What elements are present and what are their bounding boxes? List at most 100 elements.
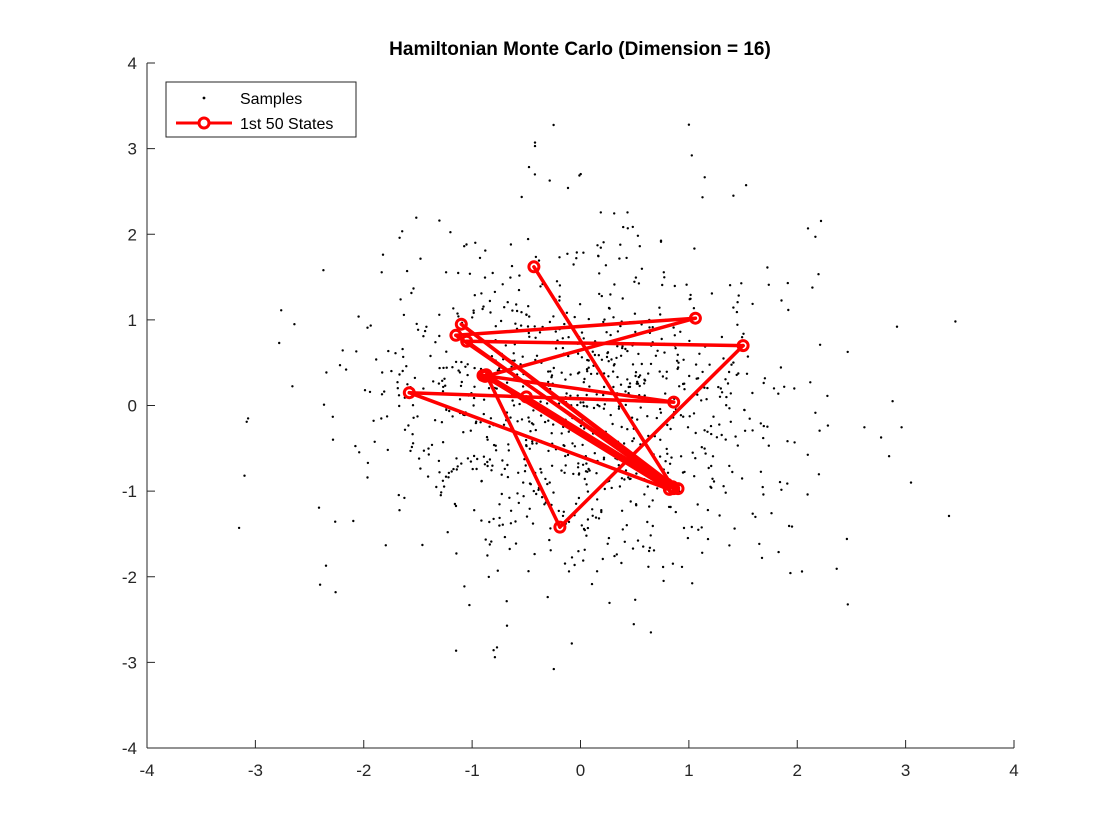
sample-point: [587, 317, 590, 321]
sample-point: [703, 386, 706, 389]
sample-point: [585, 483, 588, 486]
sample-point: [493, 656, 497, 659]
sample-point: [317, 506, 321, 509]
sample-point: [682, 415, 685, 418]
sample-point: [533, 144, 537, 148]
sample-point: [582, 404, 585, 408]
sample-point: [786, 281, 789, 285]
sample-point: [633, 280, 636, 283]
sample-point: [510, 264, 514, 268]
sample-point: [422, 335, 425, 338]
sample-point: [787, 524, 791, 528]
sample-point: [366, 461, 370, 465]
sample-point: [580, 524, 583, 527]
sample-point: [759, 422, 762, 425]
x-tick-label: -4: [139, 761, 154, 780]
sample-point: [811, 286, 814, 289]
sample-point: [724, 491, 727, 494]
x-tick-label: -3: [248, 761, 263, 780]
sample-point: [659, 411, 663, 414]
sample-point: [415, 322, 418, 326]
sample-point: [616, 330, 620, 333]
sample-point: [487, 387, 491, 390]
sample-point: [449, 231, 452, 234]
chain-segment: [483, 316, 698, 379]
sample-point: [779, 366, 783, 369]
sample-point: [539, 414, 543, 417]
sample-point: [352, 519, 355, 523]
sample-point: [482, 305, 485, 308]
sample-point: [673, 284, 676, 288]
sample-point: [622, 442, 626, 445]
sample-point: [506, 301, 509, 304]
sample-point: [577, 496, 581, 500]
chain-segment: [484, 372, 562, 529]
sample-point: [693, 247, 696, 250]
sample-point: [576, 372, 580, 375]
sample-point: [437, 459, 441, 463]
sample-point: [696, 393, 699, 396]
sample-point: [634, 503, 638, 506]
sample-point: [564, 454, 567, 458]
sample-point: [517, 471, 520, 474]
sample-point: [735, 310, 739, 314]
sample-point: [528, 482, 532, 485]
sample-point: [633, 312, 637, 315]
sample-point: [442, 366, 445, 370]
sample-point: [665, 377, 668, 380]
sample-point: [598, 292, 601, 296]
sample-point: [597, 255, 600, 258]
sample-point: [438, 471, 441, 474]
sample-point: [582, 337, 585, 340]
sample-point: [552, 123, 555, 127]
sample-point: [613, 554, 616, 558]
sample-point: [602, 407, 606, 410]
sample-point: [742, 332, 745, 335]
sample-point: [492, 649, 495, 652]
sample-point: [700, 446, 703, 449]
sample-point: [417, 457, 421, 460]
sample-point: [486, 464, 489, 468]
sample-point: [647, 565, 650, 568]
sample-point: [627, 385, 630, 389]
sample-point: [626, 349, 629, 353]
sample-point: [636, 418, 639, 421]
sample-point: [401, 369, 404, 373]
sample-point: [728, 407, 731, 410]
sample-point: [698, 352, 701, 355]
sample-point: [548, 320, 552, 324]
sample-point: [334, 520, 337, 523]
sample-point: [691, 451, 694, 454]
sample-point: [566, 252, 569, 255]
sample-point: [543, 420, 547, 424]
sample-point: [525, 515, 529, 518]
sample-point: [613, 212, 616, 215]
legend-chain-label: 1st 50 States: [240, 116, 333, 133]
sample-point: [819, 219, 823, 223]
sample-point: [646, 520, 649, 524]
sample-point: [666, 452, 669, 455]
sample-point: [562, 444, 565, 447]
sample-point: [586, 490, 590, 493]
sample-point: [710, 432, 713, 436]
sample-point: [631, 439, 634, 443]
sample-point: [447, 471, 451, 475]
sample-point: [515, 309, 519, 313]
sample-point: [573, 563, 576, 567]
sample-point: [572, 263, 575, 266]
sample-point: [631, 363, 635, 366]
sample-point: [423, 329, 427, 333]
sample-point: [573, 445, 577, 448]
sample-point: [763, 377, 767, 380]
sample-point: [624, 469, 628, 472]
y-tick-label: 1: [128, 311, 137, 330]
sample-point: [658, 370, 661, 373]
sample-point: [405, 269, 409, 273]
sample-point: [398, 236, 401, 239]
sample-point: [618, 257, 621, 260]
sample-point: [419, 467, 422, 470]
sample-point: [649, 362, 653, 366]
sample-point: [493, 290, 497, 294]
sample-point: [455, 457, 458, 460]
